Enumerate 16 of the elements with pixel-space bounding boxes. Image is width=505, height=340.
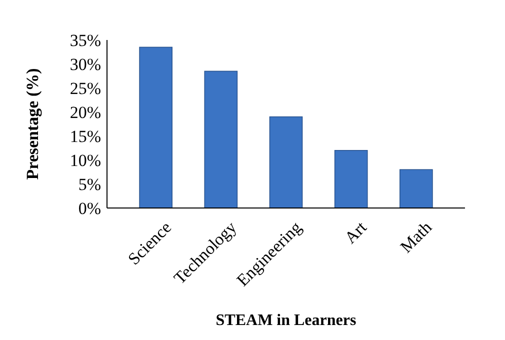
- bar: [334, 150, 368, 208]
- bar: [204, 70, 238, 208]
- y-tick-label: 20%: [70, 102, 101, 122]
- bar: [400, 169, 433, 208]
- y-tick-label: 15%: [70, 126, 101, 146]
- x-tick-label: Art: [340, 218, 371, 248]
- y-tick-label: 30%: [70, 54, 101, 74]
- y-tick-label: 5%: [78, 174, 101, 194]
- y-tick-label: 10%: [70, 150, 101, 170]
- bar: [139, 46, 172, 208]
- y-tick-label: 35%: [70, 30, 101, 50]
- x-axis-title: STEAM in Learners: [216, 312, 356, 329]
- y-tick-label: 25%: [70, 78, 101, 98]
- y-axis-title: Presentage (%): [23, 68, 42, 180]
- y-tick-label: 0%: [78, 198, 101, 218]
- bar: [269, 116, 303, 208]
